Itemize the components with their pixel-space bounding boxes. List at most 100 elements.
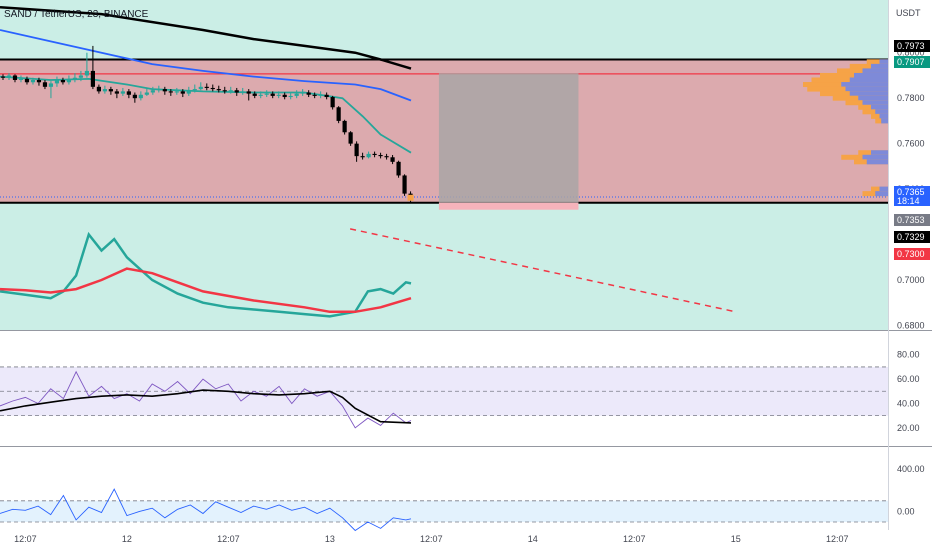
candle[interactable] (330, 97, 335, 108)
candle[interactable] (402, 175, 407, 194)
candle[interactable] (6, 75, 12, 78)
time-axis-tick: 12:07 (14, 534, 37, 544)
candle[interactable] (384, 156, 389, 158)
candle[interactable] (396, 161, 401, 176)
cci-line[interactable] (0, 488, 412, 532)
candle[interactable] (96, 86, 101, 92)
candle[interactable] (360, 156, 365, 158)
candle[interactable] (348, 132, 353, 144)
candle[interactable] (372, 153, 377, 155)
volume-profile-bar-down (871, 150, 888, 156)
candle[interactable] (246, 91, 251, 94)
candle[interactable] (138, 94, 143, 99)
candle[interactable] (192, 89, 197, 91)
candle[interactable] (240, 91, 245, 93)
candle[interactable] (78, 75, 84, 78)
candle[interactable] (60, 80, 66, 83)
volume-profile-bar-down (881, 118, 888, 124)
candle[interactable] (354, 143, 359, 157)
candle[interactable] (252, 93, 257, 96)
candle[interactable] (144, 92, 149, 95)
candle[interactable] (270, 93, 275, 96)
candle[interactable] (0, 76, 6, 78)
cci-axis-tick: 400.00 (897, 464, 925, 474)
price-tag-label: 0.7973 (897, 41, 925, 51)
candle[interactable] (288, 95, 293, 98)
candle[interactable] (216, 89, 221, 91)
currency-label: USDT (896, 8, 921, 18)
price-tag (894, 214, 930, 226)
candle[interactable] (312, 94, 317, 96)
last-candle-marker (407, 194, 414, 201)
candle[interactable] (210, 87, 215, 90)
price-tag (894, 40, 930, 52)
candle[interactable] (222, 90, 227, 92)
rsi-axis-tick: 60.00 (897, 374, 920, 384)
candle[interactable] (42, 82, 48, 87)
candle[interactable] (108, 89, 113, 92)
projection-box-stop[interactable] (438, 202, 579, 210)
candle[interactable] (228, 90, 233, 92)
volume-profile-bar-down (849, 91, 888, 97)
candle[interactable] (294, 93, 299, 96)
candle[interactable] (150, 90, 155, 93)
oscillator-line-osc_fast[interactable] (0, 231, 412, 318)
price-axis-tick: 0.6800 (897, 320, 925, 330)
candle[interactable] (24, 78, 30, 83)
candle[interactable] (48, 83, 54, 87)
candle[interactable] (342, 120, 347, 133)
candle[interactable] (306, 92, 311, 95)
candle[interactable] (366, 153, 371, 158)
volume-profile-bar-down (879, 186, 888, 192)
candle[interactable] (54, 80, 60, 84)
rsi-line-rsi_ma[interactable] (0, 389, 412, 424)
candle[interactable] (114, 91, 119, 94)
time-axis-tick: 15 (731, 534, 741, 544)
price-tag-label: 0.7329 (897, 232, 925, 242)
candle[interactable] (318, 94, 323, 96)
candle[interactable] (72, 77, 78, 79)
volume-profile-bar-up (866, 59, 888, 65)
candle[interactable] (132, 94, 137, 99)
candle[interactable] (198, 86, 203, 90)
moving-average-line-ema_slow[interactable] (0, 6, 412, 70)
oscillator-line-osc_slow[interactable] (0, 267, 412, 314)
candle[interactable] (282, 94, 287, 98)
candle[interactable] (390, 157, 395, 162)
candle[interactable] (180, 91, 185, 94)
rsi-line-rsi_line[interactable] (0, 370, 412, 429)
price-axis-tick: 0.8000 (897, 48, 925, 58)
candle[interactable] (120, 91, 125, 94)
candle[interactable] (336, 107, 341, 121)
candle[interactable] (36, 80, 42, 83)
candle[interactable] (30, 80, 36, 83)
candle[interactable] (276, 94, 281, 96)
candle[interactable] (204, 86, 209, 88)
time-axis-tick: 12:07 (420, 534, 443, 544)
candle[interactable] (378, 155, 383, 157)
candle[interactable] (18, 78, 24, 80)
volume-profile-bar-down (879, 113, 888, 119)
candle[interactable] (174, 91, 179, 93)
candle[interactable] (162, 89, 167, 92)
candle[interactable] (300, 92, 305, 94)
moving-average-line-ema_mid[interactable] (0, 29, 412, 102)
projection-box[interactable] (438, 73, 579, 203)
candle[interactable] (258, 94, 263, 96)
price-tag (894, 186, 930, 206)
candle[interactable] (12, 75, 18, 80)
candle[interactable] (168, 91, 173, 93)
price-tag (894, 231, 930, 243)
candle[interactable] (84, 70, 90, 76)
candle[interactable] (324, 94, 329, 98)
candle[interactable] (156, 89, 161, 91)
candle[interactable] (126, 91, 131, 95)
candle[interactable] (264, 93, 269, 95)
candle[interactable] (102, 89, 107, 92)
candle[interactable] (186, 90, 191, 94)
moving-average-line-ema_fast[interactable] (0, 75, 412, 154)
candle[interactable] (66, 78, 72, 83)
candle[interactable] (90, 70, 95, 87)
candle[interactable] (234, 90, 239, 93)
